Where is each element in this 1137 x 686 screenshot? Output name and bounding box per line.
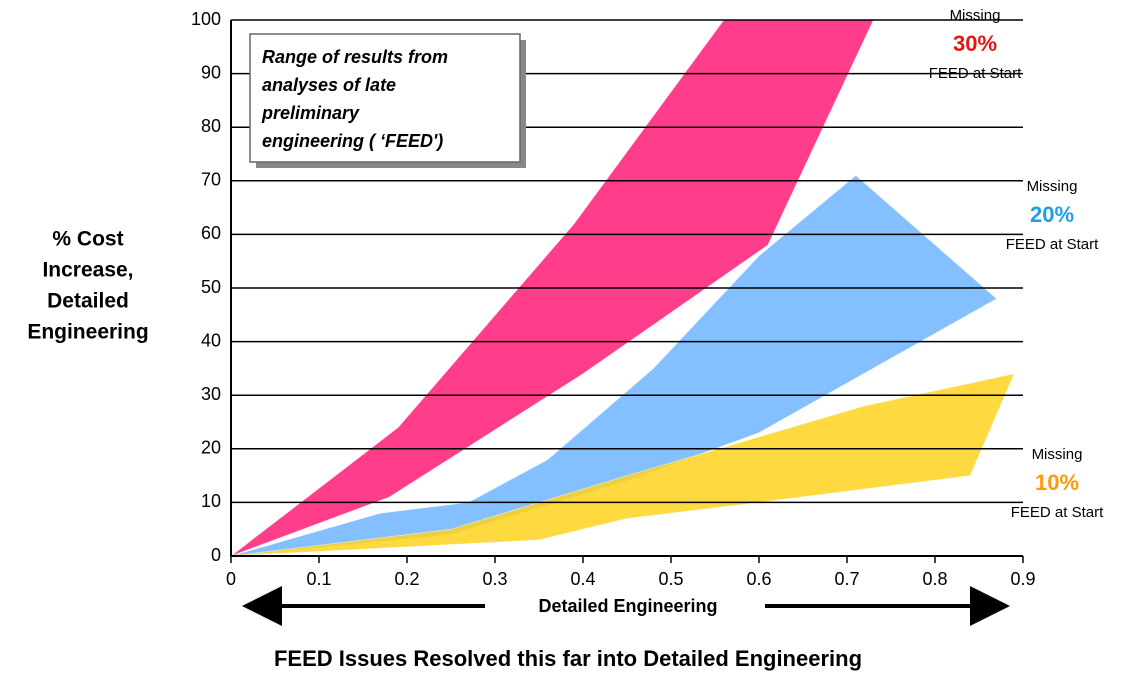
x-tick-label: 0.6 (746, 569, 771, 589)
y-tick-label: 30 (201, 384, 221, 404)
y-axis-label: Engineering (27, 321, 148, 344)
series-label: 30% (953, 31, 997, 56)
x-tick-label: 0.3 (482, 569, 507, 589)
x-tick-label: 0.2 (394, 569, 419, 589)
series-label: FEED at Start (1011, 504, 1104, 521)
series-label: Missing (1027, 178, 1078, 195)
series-label: 20% (1030, 202, 1074, 227)
annotation-text: analyses of late (262, 75, 396, 95)
y-tick-label: 40 (201, 330, 221, 350)
y-axis-label: % Cost (52, 228, 123, 251)
series-label: 10% (1035, 470, 1079, 495)
series-label: FEED at Start (1006, 236, 1099, 253)
x-tick-label: 0 (226, 569, 236, 589)
y-tick-label: 80 (201, 116, 221, 136)
y-tick-label: 20 (201, 438, 221, 458)
x-tick-label: 0.7 (834, 569, 859, 589)
series-label: Missing (950, 7, 1001, 24)
chart-title: FEED Issues Resolved this far into Detai… (274, 646, 862, 671)
y-tick-label: 90 (201, 62, 221, 82)
x-tick-label: 0.1 (306, 569, 331, 589)
series-label: Missing (1032, 446, 1083, 463)
annotation-text: Range of results from (262, 47, 448, 67)
annotation-text: preliminary (261, 103, 360, 123)
y-tick-label: 50 (201, 277, 221, 297)
annotation-text: engineering ( ‘FEED') (262, 131, 443, 151)
y-tick-label: 60 (201, 223, 221, 243)
x-tick-label: 0.5 (658, 569, 683, 589)
y-axis-label: Increase, (42, 259, 133, 282)
x-tick-label: 0.4 (570, 569, 595, 589)
x-tick-label: 0.9 (1010, 569, 1035, 589)
y-tick-label: 70 (201, 170, 221, 190)
x-tick-label: 0.8 (922, 569, 947, 589)
y-tick-label: 10 (201, 491, 221, 511)
y-tick-label: 0 (211, 545, 221, 565)
y-axis-label: Detailed (47, 290, 129, 313)
y-tick-label: 100 (191, 9, 221, 29)
annotation-box (249, 33, 521, 163)
series-label: FEED at Start (929, 65, 1022, 82)
x-axis-label: Detailed Engineering (538, 596, 717, 616)
